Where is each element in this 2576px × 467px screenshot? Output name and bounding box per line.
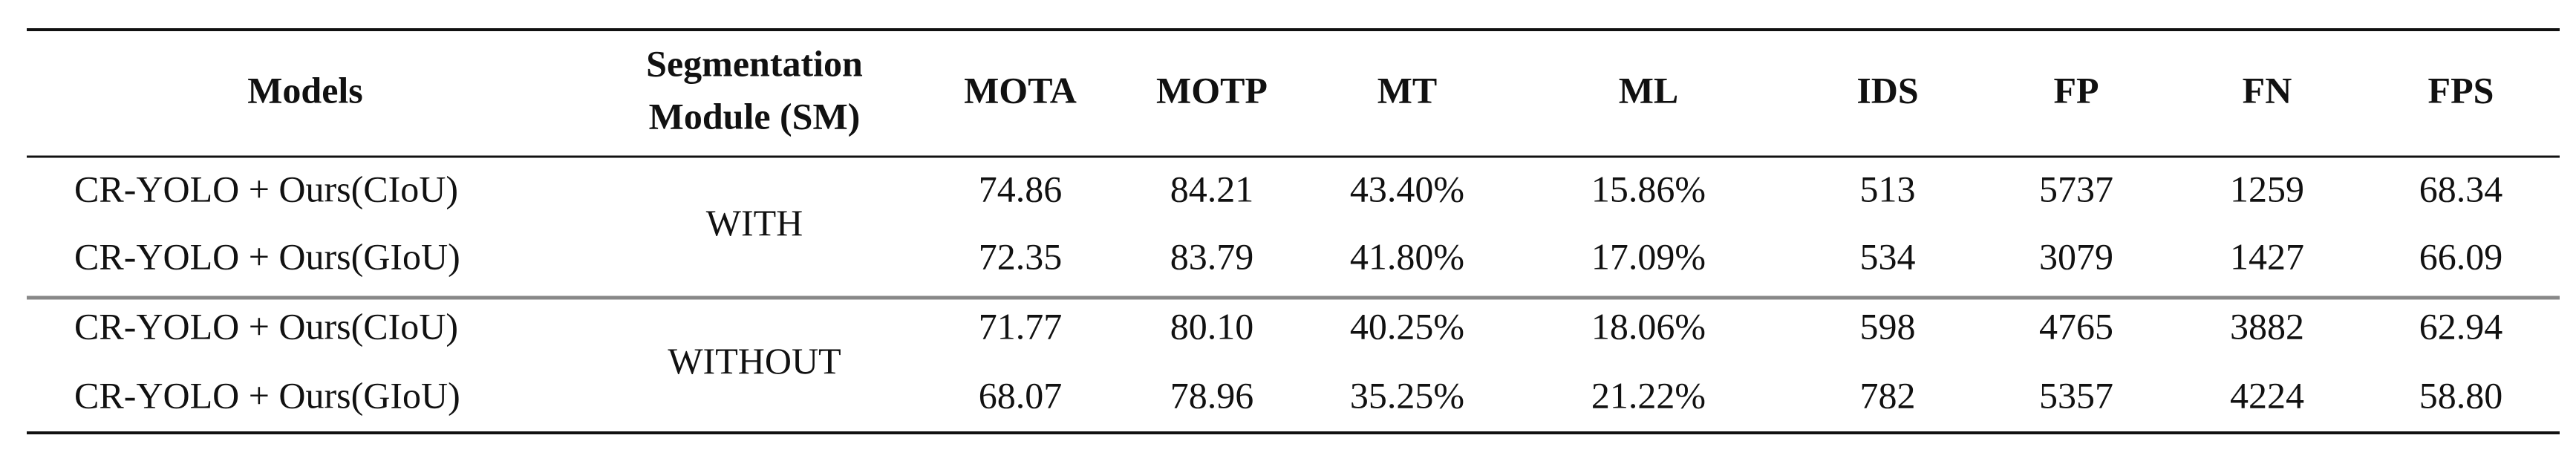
value-cell: 513 [1860,168,1916,209]
model-cell: CR-YOLO + Ours(GIoU) [74,374,460,416]
header-cell: FPS [2428,69,2494,111]
value-cell: 41.80% [1350,235,1464,277]
value-cell: 5737 [2039,168,2113,209]
value-cell: 83.79 [1170,235,1254,277]
model-cell: CR-YOLO + Ours(GIoU) [74,235,460,277]
value-cell: 40.25% [1350,305,1464,347]
value-cell: 21.22% [1591,374,1706,416]
value-cell: 1427 [2230,235,2304,277]
value-cell: 68.07 [979,374,1063,416]
value-cell: 84.21 [1170,168,1254,209]
value-cell: 3079 [2039,235,2113,277]
value-cell: 4224 [2230,374,2304,416]
module-cell: WITH [706,202,803,244]
value-cell: 74.86 [979,168,1063,209]
header-cell: Models [247,69,363,111]
value-cell: 80.10 [1170,305,1254,347]
value-cell: 58.80 [2419,374,2503,416]
value-cell: 35.25% [1350,374,1464,416]
value-cell: 1259 [2230,168,2304,209]
header-cell: MOTA [964,69,1077,111]
model-cell: CR-YOLO + Ours(CIoU) [74,168,458,209]
module-cell: WITHOUT [668,340,841,382]
header-cell: FP [2053,69,2099,111]
value-cell: 17.09% [1591,235,1706,277]
value-cell: 3882 [2230,305,2304,347]
header-cell: MT [1377,69,1438,111]
value-cell: 68.34 [2419,168,2503,209]
value-cell: 598 [1860,305,1916,347]
value-cell: 5357 [2039,374,2113,416]
value-cell: 66.09 [2419,235,2503,277]
value-cell: 62.94 [2419,305,2503,347]
value-cell: 15.86% [1591,168,1706,209]
value-cell: 71.77 [979,305,1063,347]
value-cell: 18.06% [1591,305,1706,347]
header-cell: Segmentation [646,42,863,84]
header-cell: IDS [1856,69,1918,111]
value-cell: 534 [1860,235,1916,277]
value-cell: 43.40% [1350,168,1464,209]
header-cell: Module (SM) [649,95,861,137]
value-cell: 78.96 [1170,374,1254,416]
header-cell: FN [2243,69,2292,111]
value-cell: 782 [1860,374,1916,416]
value-cell: 4765 [2039,305,2113,347]
header-cell: MOTP [1156,69,1268,111]
header-cell: ML [1619,69,1679,111]
model-cell: CR-YOLO + Ours(CIoU) [74,305,458,347]
value-cell: 72.35 [979,235,1063,277]
